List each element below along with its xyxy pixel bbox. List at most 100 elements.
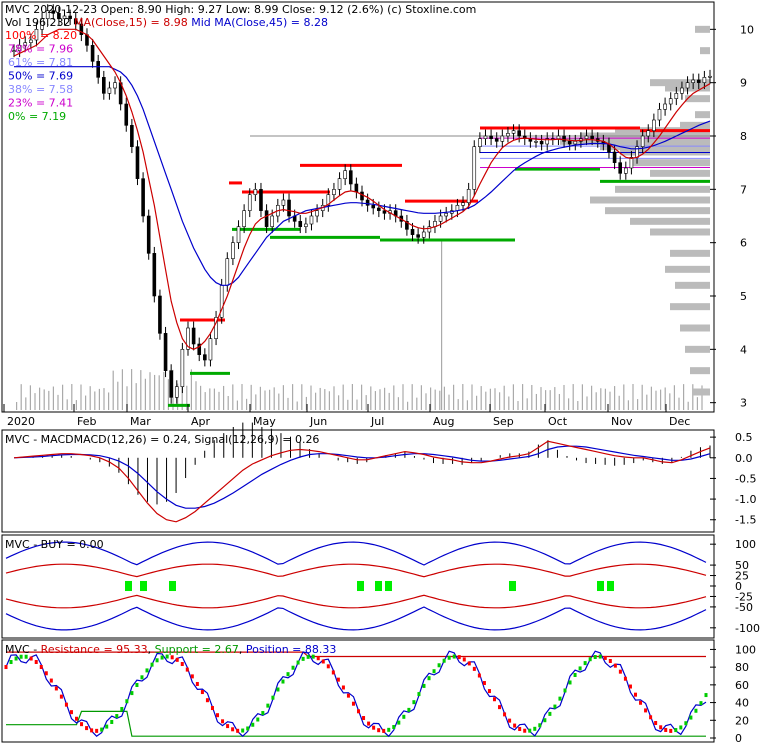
volume-bar bbox=[466, 400, 468, 410]
buy-title: MVC - BUY = 0.00 bbox=[5, 538, 104, 551]
candle-body bbox=[421, 231, 426, 238]
candle-body bbox=[113, 82, 117, 89]
candle-body bbox=[186, 327, 190, 350]
candle-body bbox=[612, 151, 617, 163]
srp-bar bbox=[291, 665, 295, 670]
volume-bar bbox=[342, 384, 344, 410]
candle-body bbox=[141, 178, 145, 217]
srp-bar bbox=[603, 655, 607, 660]
candle-body bbox=[562, 135, 566, 142]
candle-body bbox=[590, 135, 594, 139]
price-x-label: Mar bbox=[130, 415, 151, 428]
fib-label: 0% = 7.19 bbox=[8, 110, 66, 123]
srp-bar bbox=[417, 692, 421, 697]
volume-bar bbox=[563, 384, 565, 410]
candle-body bbox=[180, 349, 185, 387]
candle-body bbox=[461, 202, 465, 206]
volume-bar bbox=[618, 395, 620, 410]
volume-bar bbox=[259, 386, 261, 410]
fib-label: 50% = 7.69 bbox=[8, 70, 73, 83]
srp-bar bbox=[543, 718, 547, 723]
srp-bar bbox=[165, 654, 169, 659]
volume-bar bbox=[595, 392, 597, 410]
srp-bar bbox=[80, 722, 84, 727]
srp-bar bbox=[64, 702, 68, 707]
price-x-label: Feb bbox=[77, 415, 96, 428]
candle-body bbox=[680, 87, 684, 94]
candle-body bbox=[197, 343, 202, 355]
volume-bar bbox=[471, 384, 473, 410]
price-x-label: Apr bbox=[191, 415, 211, 428]
volume-bar bbox=[167, 379, 169, 410]
volume-bar bbox=[328, 391, 330, 410]
srp-bar bbox=[397, 720, 401, 725]
candle-body bbox=[466, 189, 471, 203]
srp-bar bbox=[533, 726, 537, 731]
candle-body bbox=[427, 226, 432, 233]
srp-y-tick-label: 40 bbox=[735, 697, 749, 710]
volume-bar bbox=[135, 383, 137, 410]
candle-body bbox=[332, 189, 336, 195]
macd-panel bbox=[1, 429, 715, 533]
candle-body bbox=[674, 93, 679, 99]
candle-body bbox=[225, 258, 230, 286]
srp-bar bbox=[613, 663, 617, 668]
srp-bar bbox=[669, 728, 673, 733]
volume-bar bbox=[204, 392, 206, 410]
volume-bar bbox=[126, 386, 128, 410]
volume-bar bbox=[678, 397, 680, 410]
srp-bar bbox=[75, 716, 79, 721]
srp-bar bbox=[362, 716, 366, 721]
volume-bar bbox=[232, 384, 234, 410]
candle-body bbox=[152, 253, 157, 297]
srp-bar bbox=[664, 727, 668, 732]
buy-y-tick-label: 0 bbox=[735, 580, 742, 593]
volume-bar bbox=[255, 394, 257, 410]
volume-bar bbox=[57, 394, 59, 410]
volume-bar bbox=[476, 395, 478, 410]
srp-bar bbox=[246, 726, 250, 731]
volume-bar bbox=[434, 389, 436, 410]
volume-bar bbox=[89, 386, 91, 410]
candle-body bbox=[365, 199, 370, 206]
srp-bar bbox=[59, 694, 63, 699]
srp-bar bbox=[210, 706, 214, 711]
volume-bars bbox=[16, 240, 703, 410]
srp-bar bbox=[523, 728, 527, 733]
profile-bar bbox=[650, 228, 710, 236]
srp-bar bbox=[226, 724, 230, 729]
candle-body bbox=[214, 317, 218, 339]
profile-bar bbox=[680, 121, 710, 129]
volume-bar bbox=[319, 387, 321, 410]
srp-bar bbox=[296, 660, 300, 665]
srp-bar bbox=[236, 728, 240, 733]
volume-bar bbox=[577, 401, 579, 410]
srp-bar bbox=[281, 679, 285, 684]
buy-inner-lower bbox=[5, 594, 707, 609]
volume-bar bbox=[411, 384, 413, 410]
srp-bar bbox=[331, 670, 335, 675]
candle-body bbox=[438, 215, 443, 222]
volume-bar bbox=[420, 385, 422, 410]
candle-body bbox=[416, 234, 420, 238]
volume-bar bbox=[572, 384, 574, 410]
srp-bar bbox=[44, 671, 48, 676]
volume-bar bbox=[264, 390, 266, 410]
srp-bar bbox=[492, 697, 496, 702]
srp-resistance-line bbox=[6, 651, 706, 658]
candle-body bbox=[494, 138, 499, 142]
volume-bar bbox=[338, 395, 340, 410]
profile-bar bbox=[670, 303, 710, 311]
volume-bar bbox=[140, 370, 142, 410]
srp-bar bbox=[276, 687, 280, 692]
srp-bar bbox=[85, 726, 89, 731]
volume-bar bbox=[144, 378, 146, 410]
candle-body bbox=[382, 210, 387, 214]
profile-bar bbox=[600, 143, 710, 151]
srp-bar bbox=[34, 659, 38, 664]
srp-y-tick-label: 20 bbox=[735, 714, 749, 727]
buy-upper-band bbox=[5, 541, 707, 566]
srp-bar bbox=[316, 656, 320, 661]
candle-body bbox=[534, 141, 538, 143]
